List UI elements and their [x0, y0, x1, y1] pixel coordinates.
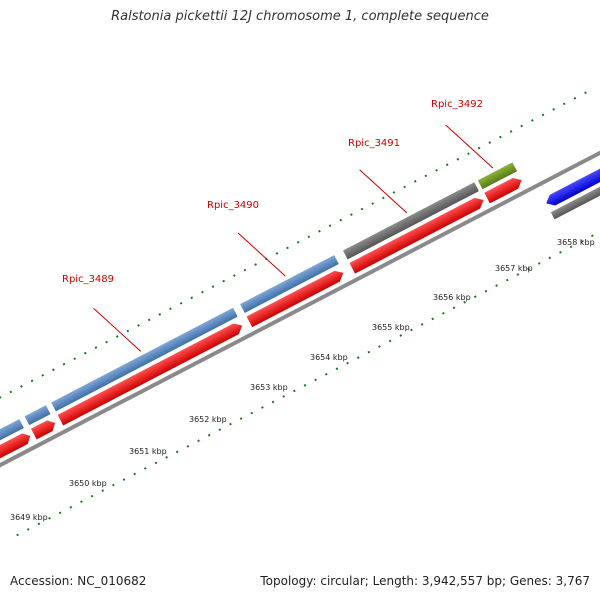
gene-arrow-1[interactable]: [0, 431, 33, 459]
gene-reverse-gray[interactable]: [550, 175, 600, 220]
gene-rpic-3492[interactable]: [477, 162, 518, 190]
sequence-summary-text: Topology: circular; Length: 3,942,557 bp…: [260, 574, 590, 588]
callout-rpic-3491: [359, 169, 408, 214]
gene-arrow-rpic-3492[interactable]: [484, 175, 524, 204]
callout-rpic-3492: [445, 124, 494, 169]
callout-rpic-3489: [93, 307, 142, 352]
kbp-label-3649: 3649 kbp: [10, 513, 48, 522]
accession-text: Accession: NC_010682: [10, 574, 147, 588]
kbp-label-3657: 3657 kbp: [495, 264, 533, 273]
sequence-backbone: [0, 139, 600, 476]
gene-label-rpic-3492: Rpic_3492: [431, 99, 483, 110]
gene-rpic-3491[interactable]: [343, 182, 479, 260]
kbp-label-3653: 3653 kbp: [250, 383, 288, 392]
gene-arrow-rpic-3489[interactable]: [57, 320, 245, 426]
kbp-label-3652: 3652 kbp: [189, 415, 227, 424]
gene-label-rpic-3491: Rpic_3491: [348, 138, 400, 149]
map-title: Ralstonia pickettii 12J chromosome 1, co…: [111, 9, 489, 24]
kbp-label-3658: 3658 kbp: [557, 238, 595, 247]
outer-tick-row: [0, 86, 596, 421]
kbp-label-3654: 3654 kbp: [310, 353, 348, 362]
gene-label-rpic-3490: Rpic_3490: [207, 200, 259, 211]
cds-rpic-3490[interactable]: [240, 255, 339, 313]
cds-segment-1[interactable]: [0, 419, 24, 445]
kbp-label-3650: 3650 kbp: [69, 479, 107, 488]
gene-arrow-rpic-3490[interactable]: [246, 268, 347, 328]
inner-tick-row: [16, 202, 600, 537]
gene-arrow-2[interactable]: [31, 418, 58, 440]
cds-segment-2[interactable]: [24, 405, 51, 426]
callout-rpic-3490: [237, 232, 286, 277]
kbp-label-3651: 3651 kbp: [129, 447, 167, 456]
gene-arrow-rpic-3491[interactable]: [349, 195, 486, 274]
cds-rpic-3489[interactable]: [51, 307, 238, 412]
gene-label-rpic-3489: Rpic_3489: [62, 274, 114, 285]
kbp-label-3656: 3656 kbp: [433, 293, 471, 302]
kbp-label-3655: 3655 kbp: [372, 323, 410, 332]
gene-arrow-reverse-blue[interactable]: [543, 167, 600, 209]
